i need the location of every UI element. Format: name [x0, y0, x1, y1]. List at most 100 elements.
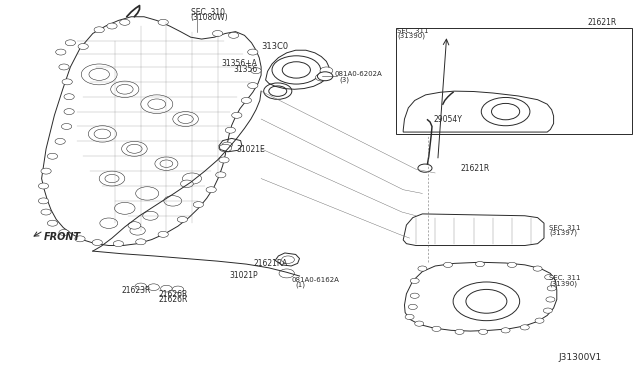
Circle shape — [212, 31, 223, 36]
Circle shape — [47, 153, 58, 159]
Circle shape — [62, 79, 72, 85]
Polygon shape — [404, 262, 557, 331]
Circle shape — [241, 97, 252, 103]
Text: (31390): (31390) — [549, 280, 577, 287]
Text: 21626R: 21626R — [159, 290, 188, 299]
Circle shape — [316, 74, 328, 81]
Text: SEC. 311: SEC. 311 — [549, 275, 580, 281]
Text: (3): (3) — [339, 76, 349, 83]
Circle shape — [320, 67, 333, 74]
Text: (31390): (31390) — [397, 32, 426, 39]
Circle shape — [232, 112, 242, 118]
Circle shape — [41, 209, 51, 215]
Circle shape — [65, 40, 76, 46]
Text: 21621RA: 21621RA — [253, 259, 288, 268]
Circle shape — [158, 231, 168, 237]
Circle shape — [135, 283, 147, 290]
Circle shape — [508, 262, 516, 267]
Circle shape — [248, 83, 258, 89]
Circle shape — [41, 168, 51, 174]
Circle shape — [418, 164, 432, 172]
Text: 313C0: 313C0 — [261, 42, 288, 51]
Text: SEC. 311: SEC. 311 — [397, 28, 429, 33]
Circle shape — [219, 144, 232, 152]
Circle shape — [172, 286, 184, 293]
Text: 21623R: 21623R — [122, 286, 151, 295]
Circle shape — [180, 180, 193, 187]
Circle shape — [56, 49, 66, 55]
Text: 31356: 31356 — [233, 65, 257, 74]
Text: 081A0-6202A: 081A0-6202A — [334, 71, 382, 77]
Text: 31021E: 31021E — [237, 145, 266, 154]
Circle shape — [317, 72, 333, 81]
Text: SEC. 310: SEC. 310 — [191, 8, 225, 17]
Circle shape — [158, 19, 168, 25]
Text: 29054Y: 29054Y — [434, 115, 463, 124]
Circle shape — [405, 314, 414, 320]
Circle shape — [410, 293, 419, 298]
Circle shape — [219, 157, 229, 163]
Circle shape — [136, 239, 146, 245]
Polygon shape — [266, 50, 329, 89]
Circle shape — [222, 142, 232, 148]
Circle shape — [535, 318, 544, 323]
Polygon shape — [403, 214, 544, 246]
Circle shape — [59, 230, 69, 235]
Text: 21621R: 21621R — [588, 18, 617, 27]
Circle shape — [520, 325, 529, 330]
Circle shape — [279, 269, 294, 278]
Circle shape — [128, 222, 141, 229]
Circle shape — [38, 183, 49, 189]
Circle shape — [161, 285, 172, 292]
Circle shape — [415, 321, 424, 326]
Circle shape — [92, 240, 102, 246]
Text: (31080W): (31080W) — [191, 13, 228, 22]
Text: 081A0-6162A: 081A0-6162A — [292, 277, 340, 283]
Text: (31397): (31397) — [549, 230, 577, 236]
Circle shape — [546, 297, 555, 302]
Circle shape — [64, 109, 74, 115]
Circle shape — [479, 329, 488, 334]
Circle shape — [120, 19, 130, 25]
Circle shape — [64, 94, 74, 100]
Text: 31356+A: 31356+A — [221, 60, 257, 68]
Circle shape — [177, 217, 188, 222]
Circle shape — [418, 266, 427, 271]
Circle shape — [228, 32, 239, 38]
Circle shape — [251, 68, 261, 74]
Circle shape — [193, 202, 204, 208]
Circle shape — [206, 187, 216, 193]
Circle shape — [75, 236, 85, 242]
Text: 21621R: 21621R — [461, 164, 490, 173]
Text: J31300V1: J31300V1 — [558, 353, 602, 362]
Text: FRONT: FRONT — [44, 232, 81, 242]
FancyBboxPatch shape — [396, 28, 632, 134]
Circle shape — [408, 304, 417, 310]
Text: (1): (1) — [296, 282, 306, 288]
Circle shape — [113, 241, 124, 247]
Text: 31021P: 31021P — [229, 271, 258, 280]
Circle shape — [225, 127, 236, 133]
Circle shape — [547, 286, 556, 291]
Circle shape — [545, 275, 554, 280]
Circle shape — [47, 220, 58, 226]
Circle shape — [455, 329, 464, 334]
Circle shape — [61, 124, 72, 129]
Circle shape — [432, 326, 441, 331]
Text: SEC. 311: SEC. 311 — [549, 225, 580, 231]
Circle shape — [107, 23, 117, 29]
Text: 21626R: 21626R — [159, 295, 188, 304]
Circle shape — [78, 44, 88, 49]
Circle shape — [94, 27, 104, 33]
Circle shape — [476, 262, 484, 267]
Polygon shape — [42, 17, 261, 246]
Circle shape — [216, 172, 226, 178]
Circle shape — [533, 266, 542, 271]
Circle shape — [38, 198, 49, 204]
Circle shape — [410, 278, 419, 283]
Circle shape — [148, 284, 159, 291]
Circle shape — [444, 262, 452, 267]
Circle shape — [543, 308, 552, 313]
Circle shape — [248, 49, 258, 55]
Circle shape — [55, 138, 65, 144]
